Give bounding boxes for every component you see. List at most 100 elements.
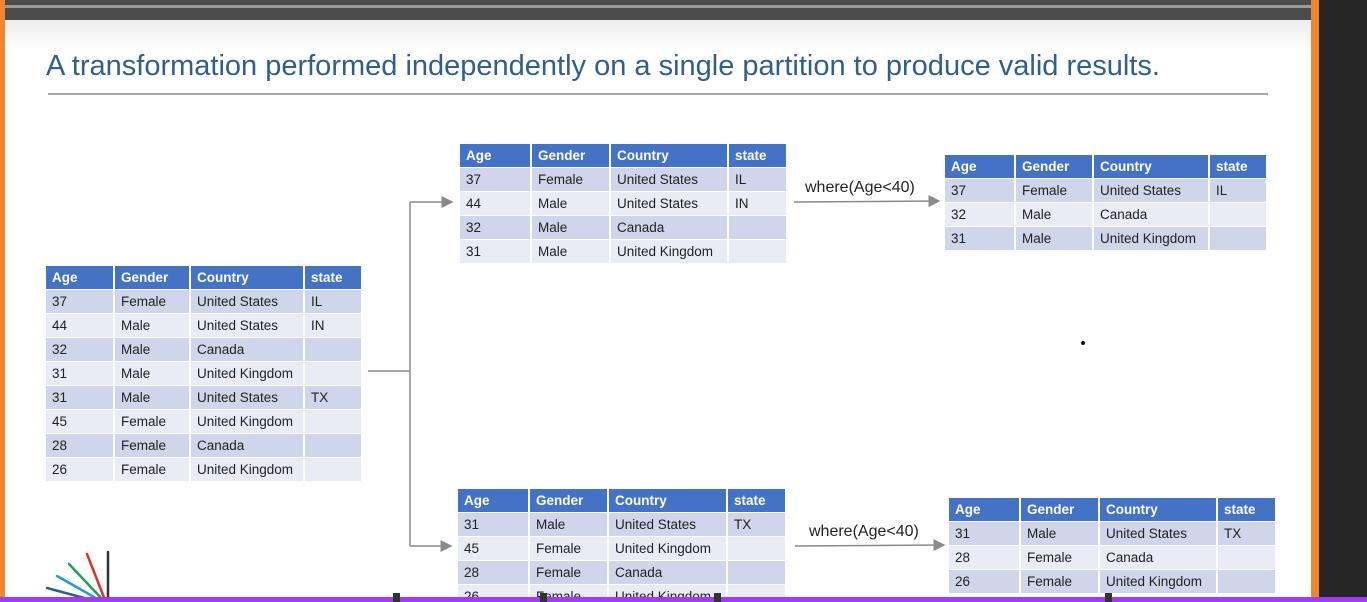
cell-gender: Female [114, 457, 191, 481]
window-frame-right [1311, 0, 1319, 602]
cell-state [304, 433, 361, 458]
cell-state [304, 457, 361, 481]
cell-gender: Male [531, 191, 611, 216]
slide-title: A transformation performed independently… [46, 50, 1160, 82]
cell-gender: Female [1020, 569, 1100, 593]
table-row: 45 Female United Kingdom [46, 409, 361, 434]
cell-gender: Female [529, 536, 609, 561]
cell-gender: Male [114, 361, 191, 386]
cell-gender: Male [531, 239, 611, 263]
cell-age: 26 [949, 569, 1021, 593]
table-header-row: Age Gender Country state [46, 266, 361, 290]
cell-age: 31 [949, 521, 1021, 546]
table-header-row: Age Gender Country state [949, 498, 1275, 522]
table-header-row: Age Gender Country state [460, 144, 786, 168]
cell-gender: Female [529, 560, 609, 585]
cell-country: Canada [190, 433, 305, 458]
cell-country: United Kingdom [190, 409, 305, 434]
cell-country: United States [190, 313, 305, 338]
cell-state: IL [1209, 178, 1266, 203]
cell-gender: Female [1015, 178, 1094, 203]
result-1-table: Age Gender Country state 37 Female United … [945, 155, 1266, 250]
arrow-right-icon [794, 539, 946, 552]
cell-age: 44 [460, 191, 532, 216]
cell-state: IL [728, 167, 786, 192]
slide-top-shade [5, 20, 1311, 50]
cell-state: TX [304, 385, 361, 410]
cell-country: United States [190, 385, 305, 410]
cell-country: United States [1093, 178, 1210, 203]
side-panel-dark [1319, 0, 1367, 602]
cell-state [727, 560, 785, 585]
cell-country: United Kingdom [190, 457, 305, 481]
cell-country: United Kingdom [1093, 226, 1210, 250]
column-header: state [1209, 155, 1266, 179]
cell-state: TX [727, 512, 785, 537]
table-row: 37 Female United States IL [460, 167, 786, 192]
operation-label-1: where(Age<40) [805, 179, 915, 196]
presentation-slide: A transformation performed independently… [5, 0, 1311, 602]
cell-age: 31 [46, 361, 115, 386]
bottom-marks [0, 593, 1367, 602]
column-header: Age [945, 155, 1016, 179]
cell-gender: Male [529, 512, 609, 537]
cell-gender: Female [531, 167, 611, 192]
table-row: 28 Female Canada [458, 560, 785, 585]
window-frame-left [0, 0, 5, 602]
cell-gender: Male [1020, 521, 1100, 546]
connector-lines [368, 195, 946, 552]
table-row: 44 Male United States IN [46, 313, 361, 338]
partition-1-table: Age Gender Country state 37 Female United … [460, 144, 786, 263]
cell-state [304, 337, 361, 362]
cell-age: 45 [46, 409, 115, 434]
table-row: 28 Female Canada [46, 433, 361, 458]
source-table: Age Gender Country state 37 Female United … [46, 266, 361, 481]
cell-country: Canada [1099, 545, 1218, 570]
column-header: Gender [529, 489, 609, 513]
result-2-table: Age Gender Country state 31 Male United St… [949, 498, 1275, 593]
cell-gender: Male [1015, 202, 1094, 227]
cell-gender: Female [114, 433, 191, 458]
table-row: 31 Male United States TX [46, 385, 361, 410]
cell-country: Canada [190, 337, 305, 362]
cell-country: United States [610, 167, 729, 192]
cell-age: 32 [460, 215, 532, 240]
column-header: state [728, 144, 786, 168]
cell-country: United Kingdom [610, 239, 729, 263]
cell-gender: Male [1015, 226, 1094, 250]
table-row: 37 Female United States IL [945, 178, 1266, 203]
table-row: 32 Male Canada [945, 202, 1266, 227]
cell-country: United States [190, 289, 305, 314]
cell-gender: Male [114, 385, 191, 410]
cell-age: 37 [46, 289, 115, 314]
title-underline [48, 93, 1268, 95]
column-header: state [304, 266, 361, 290]
table-row: 44 Male United States IN [460, 191, 786, 216]
column-header: Country [1099, 498, 1218, 522]
cell-state [1209, 202, 1266, 227]
cell-age: 26 [46, 457, 115, 481]
column-header: state [727, 489, 785, 513]
cell-state [304, 361, 361, 386]
cell-state: IN [304, 313, 361, 338]
column-header: Country [608, 489, 728, 513]
cell-country: United Kingdom [608, 536, 728, 561]
cell-age: 44 [46, 313, 115, 338]
cell-state [727, 536, 785, 561]
cell-state [1217, 569, 1275, 593]
column-header: Gender [531, 144, 611, 168]
cell-gender: Female [114, 409, 191, 434]
cell-state: IL [304, 289, 361, 314]
cell-gender: Male [114, 313, 191, 338]
column-header: state [1217, 498, 1275, 522]
cell-country: Canada [610, 215, 729, 240]
cell-state: TX [1217, 521, 1275, 546]
cell-age: 28 [458, 560, 530, 585]
cell-age: 31 [460, 239, 532, 263]
table-row: 31 Male United Kingdom [460, 239, 786, 263]
arrow-right-icon [793, 195, 941, 208]
partition-2-table: Age Gender Country state 31 Male United St… [458, 489, 785, 602]
operation-label-2: where(Age<40) [809, 523, 919, 540]
column-header: Age [460, 144, 532, 168]
table-row: 37 Female United States IL [46, 289, 361, 314]
